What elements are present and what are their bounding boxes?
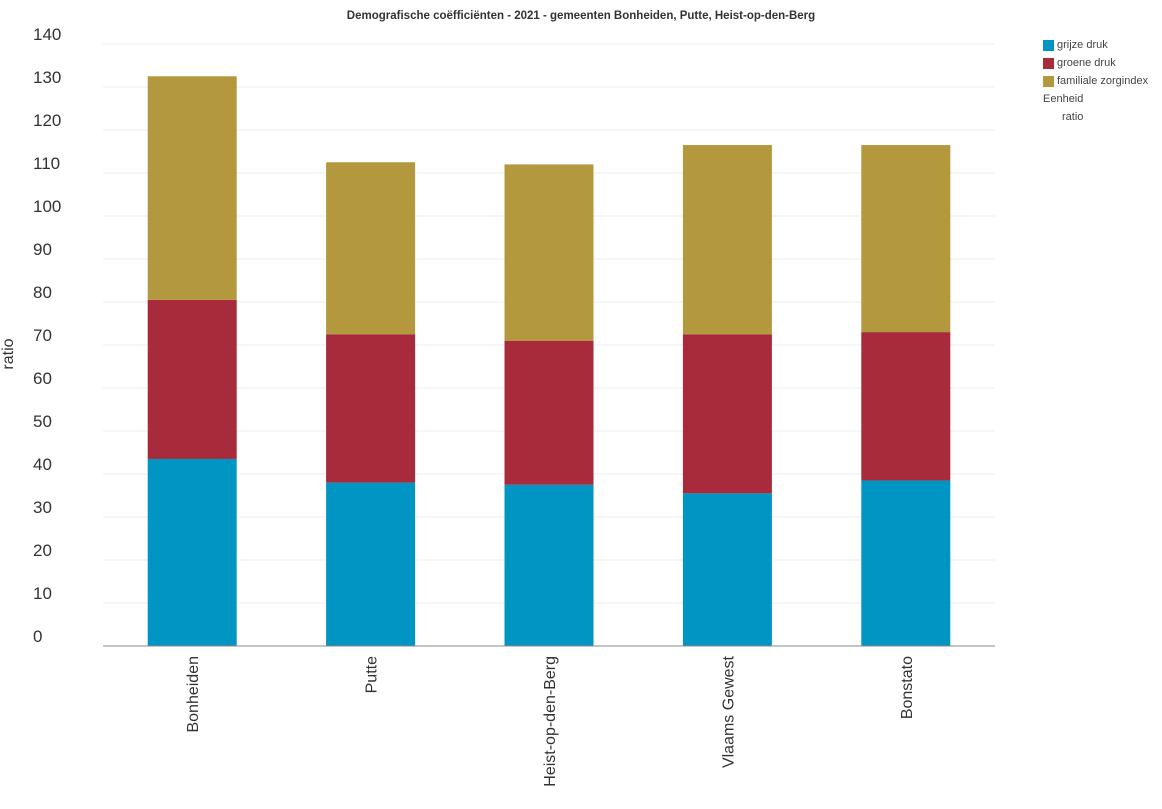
y-tick-label: 70 xyxy=(33,326,52,345)
legend-swatch xyxy=(1043,57,1054,69)
y-axis-label: ratio xyxy=(0,338,17,369)
legend-unit-title: Eenheid xyxy=(1043,93,1084,105)
bar-segment[interactable] xyxy=(326,482,416,646)
bar-segment[interactable] xyxy=(861,145,951,333)
bar-segment[interactable] xyxy=(861,332,951,481)
bar-segment[interactable] xyxy=(682,334,772,494)
legend-item[interactable]: grijze druk xyxy=(1043,36,1148,54)
y-tick-label: 30 xyxy=(33,498,52,517)
bar-segment[interactable] xyxy=(147,299,237,459)
bar-segment[interactable] xyxy=(682,493,772,646)
legend-swatch xyxy=(1043,39,1054,51)
bar-segment[interactable] xyxy=(147,76,237,300)
x-tick-label: Bonheiden xyxy=(185,656,202,733)
bar-segment[interactable] xyxy=(326,334,416,483)
y-tick-label: 0 xyxy=(33,627,42,646)
y-tick-label: 90 xyxy=(33,240,52,259)
x-tick-label: Putte xyxy=(364,656,381,693)
legend-item[interactable]: familiale zorgindex xyxy=(1043,72,1148,90)
legend-label: grijze druk xyxy=(1057,39,1108,51)
legend-label: groene druk xyxy=(1057,57,1116,69)
legend-unit-value: ratio xyxy=(1062,111,1084,123)
x-axis-tick-labels: Bonheiden Putte Heist-op-den-Berg Vlaams Ge… xyxy=(185,655,916,786)
bar-segment[interactable] xyxy=(326,162,416,335)
legend-item[interactable]: groene druk xyxy=(1043,54,1148,72)
x-tick-label: Vlaams Gewest xyxy=(720,655,737,768)
legend-swatch xyxy=(1043,75,1054,87)
bar-segment[interactable] xyxy=(861,480,951,646)
y-tick-label: 60 xyxy=(33,369,52,388)
chart-title: Demografische coëfficiënten - 2021 - gem… xyxy=(346,10,816,22)
y-tick-label: 100 xyxy=(33,197,61,216)
y-tick-label: 130 xyxy=(33,68,61,87)
bar-segment[interactable] xyxy=(682,145,772,335)
y-tick-label: 140 xyxy=(33,25,61,44)
bar-segment[interactable] xyxy=(504,164,594,341)
x-tick-label: Heist-op-den-Berg xyxy=(542,656,559,787)
legend: grijze druk groene druk familiale zorginde… xyxy=(1043,36,1148,126)
y-tick-label: 10 xyxy=(33,584,52,603)
y-tick-label: 80 xyxy=(33,283,52,302)
bar-segment[interactable] xyxy=(147,458,237,646)
y-tick-label: 40 xyxy=(33,455,52,474)
legend-label: familiale zorgindex xyxy=(1057,75,1149,87)
bar-segment[interactable] xyxy=(504,340,594,485)
y-axis-ticks: 0 10 20 30 40 50 60 70 80 90 100 110 120 130 140 xyxy=(33,25,61,646)
legend-items: grijze druk groene druk familiale zorginde… xyxy=(1043,36,1148,90)
x-tick-label: Bonstato xyxy=(899,656,916,719)
y-tick-label: 20 xyxy=(33,541,52,560)
y-tick-label: 120 xyxy=(33,111,61,130)
y-tick-label: 50 xyxy=(33,412,52,431)
y-tick-label: 110 xyxy=(33,154,60,173)
bars xyxy=(147,76,951,646)
bar-segment[interactable] xyxy=(504,484,594,646)
